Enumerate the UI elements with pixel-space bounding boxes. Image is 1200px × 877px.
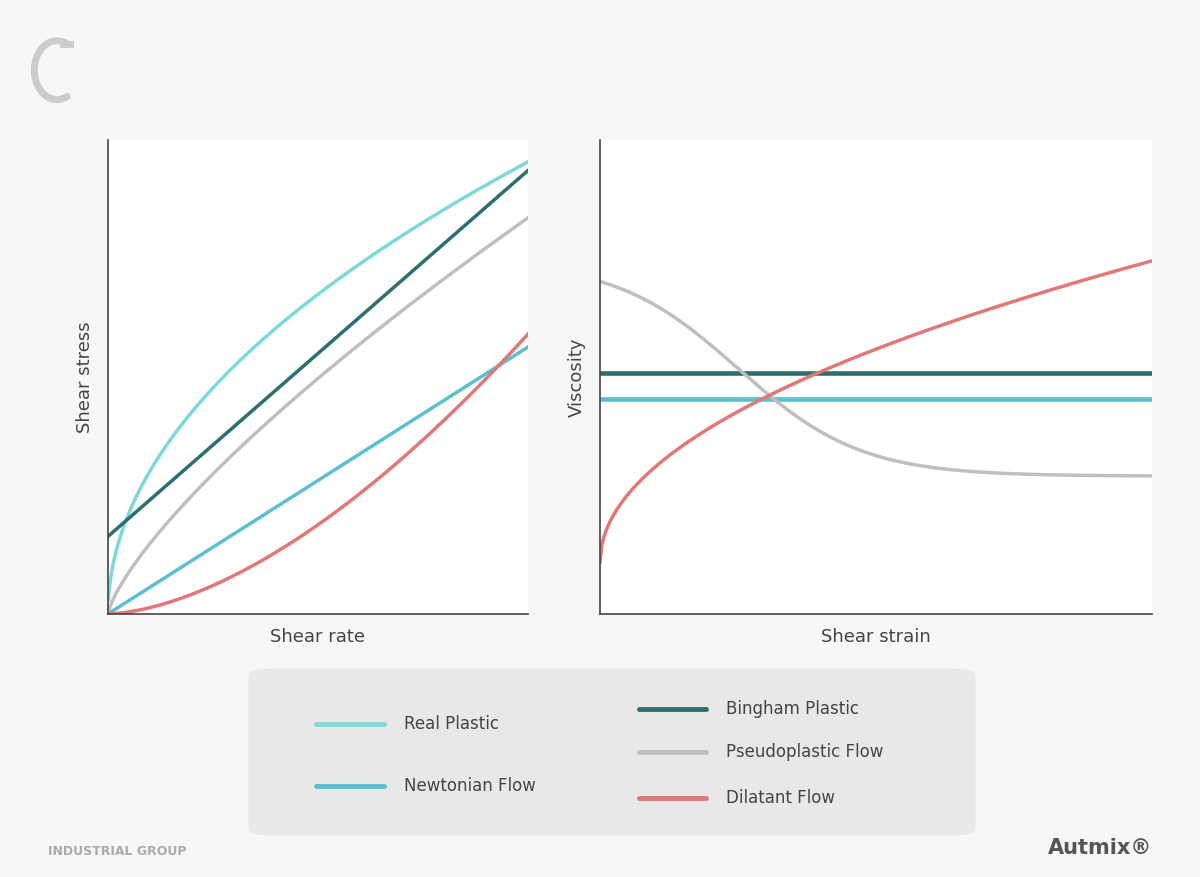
FancyBboxPatch shape [250,669,974,835]
Text: Dilatant Flow: Dilatant Flow [726,789,835,807]
Text: Autmix®: Autmix® [1048,838,1152,858]
Y-axis label: Viscosity: Viscosity [568,338,586,417]
Text: Bingham Plastic: Bingham Plastic [726,700,859,718]
Text: Real Plastic: Real Plastic [403,716,499,733]
X-axis label: Shear strain: Shear strain [821,628,931,645]
X-axis label: Shear rate: Shear rate [270,628,366,645]
Y-axis label: Shear stress: Shear stress [76,321,94,433]
Text: INDUSTRIAL GROUP: INDUSTRIAL GROUP [48,845,186,858]
Text: Newtonian Flow: Newtonian Flow [403,777,535,795]
Text: Pseudoplastic Flow: Pseudoplastic Flow [726,743,883,761]
